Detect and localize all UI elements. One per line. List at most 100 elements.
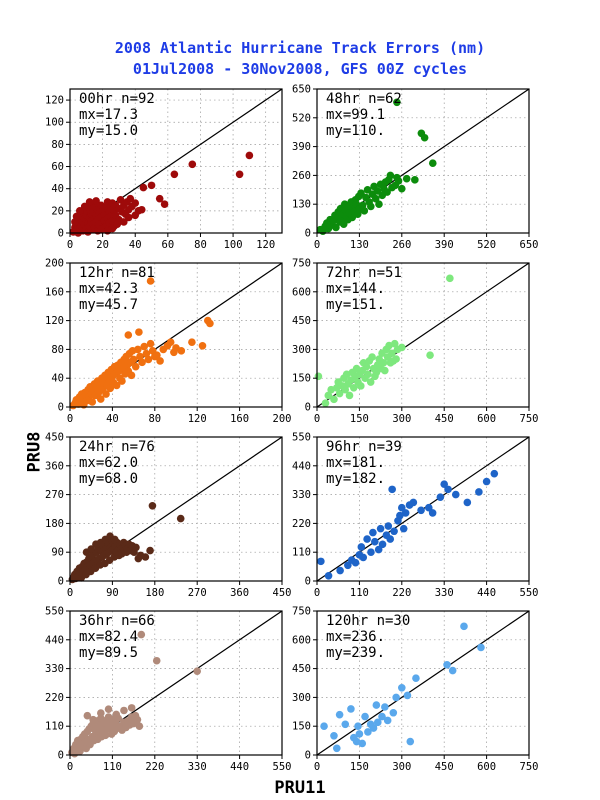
data-point xyxy=(443,660,451,669)
panel-stats-text: 48hr n=62 xyxy=(326,91,402,107)
data-point xyxy=(354,722,362,730)
data-point xyxy=(112,381,121,390)
x-tick-label: 0 xyxy=(67,587,73,599)
data-point xyxy=(120,706,128,715)
x-tick-label: 450 xyxy=(435,413,454,425)
x-tick-label: 330 xyxy=(435,587,454,599)
one-to-one-line xyxy=(316,610,530,756)
data-point xyxy=(177,347,186,355)
y-tick-label: 750 xyxy=(292,606,311,618)
data-point xyxy=(446,274,454,283)
data-point xyxy=(344,561,352,570)
x-tick-label: 40 xyxy=(129,239,142,251)
data-point xyxy=(426,351,434,359)
x-tick-label: 120 xyxy=(188,413,207,425)
data-point xyxy=(144,355,153,364)
y-tick-label: 520 xyxy=(292,112,311,124)
data-point xyxy=(440,480,449,488)
data-point xyxy=(349,384,358,392)
data-point xyxy=(428,159,437,168)
data-point xyxy=(399,524,408,533)
data-point xyxy=(409,498,418,507)
data-point xyxy=(463,498,472,507)
data-point xyxy=(378,540,387,549)
data-point xyxy=(341,720,350,729)
x-tick-label: 200 xyxy=(273,413,292,425)
data-point xyxy=(126,194,135,203)
data-point xyxy=(198,342,207,350)
data-point xyxy=(188,160,197,169)
data-point xyxy=(373,718,382,727)
data-point xyxy=(106,384,115,393)
panel-stats-text: my=68.0 xyxy=(79,471,138,487)
data-point xyxy=(363,186,372,194)
data-point xyxy=(166,338,175,347)
panel-stats-text: 96hr n=39 xyxy=(326,439,402,455)
plot-frame xyxy=(69,436,283,582)
x-tick-label: 650 xyxy=(520,239,539,251)
data-point xyxy=(97,709,105,717)
x-tick-label: 110 xyxy=(350,587,369,599)
data-point xyxy=(355,730,364,738)
y-tick-label: 0 xyxy=(58,228,64,240)
data-point xyxy=(132,543,140,552)
data-point xyxy=(444,485,452,494)
panel-stats-text: my=89.5 xyxy=(79,645,138,661)
panel-stats-text: mx=181. xyxy=(326,455,385,471)
data-point xyxy=(324,571,333,580)
data-point xyxy=(170,170,179,179)
panel-stats-text: my=182. xyxy=(326,471,385,487)
panel-12hr: 0 40 80 120 160 200 0 40 80 120 160 200 12hr n=81mx=… xyxy=(45,258,291,426)
data-point xyxy=(120,218,128,226)
y-tick-label: 150 xyxy=(292,721,311,733)
data-point xyxy=(367,548,375,556)
data-point xyxy=(381,703,389,711)
chart-title: 2008 Atlantic Hurricane Track Errors (nm… xyxy=(114,39,486,57)
y-tick-label: 0 xyxy=(305,576,311,588)
panel-stats-text: my=110. xyxy=(326,123,385,139)
data-point xyxy=(137,630,146,639)
data-point xyxy=(141,553,150,561)
data-point xyxy=(368,353,376,361)
x-tick-label: 0 xyxy=(314,587,320,599)
y-tick-label: 120 xyxy=(45,95,64,107)
y-tick-label: 40 xyxy=(51,373,64,385)
x-tick-label: 110 xyxy=(103,761,122,773)
y-tick-label: 750 xyxy=(292,258,311,270)
y-tick-label: 450 xyxy=(292,315,311,327)
plot-frame xyxy=(69,88,283,234)
data-point xyxy=(155,194,164,203)
data-point xyxy=(131,199,140,207)
data-point xyxy=(403,691,412,700)
data-point xyxy=(411,176,419,184)
data-point xyxy=(97,225,105,234)
data-point xyxy=(160,200,169,208)
data-point xyxy=(127,371,136,380)
data-point xyxy=(357,189,365,197)
y-tick-label: 110 xyxy=(292,547,311,559)
data-point xyxy=(146,277,155,285)
y-tick-label: 80 xyxy=(51,344,64,356)
data-point xyxy=(398,184,406,193)
data-point xyxy=(424,503,433,512)
data-point xyxy=(332,223,340,232)
y-tick-label: 120 xyxy=(45,315,64,327)
panel-stats-text: mx=17.3 xyxy=(79,107,138,123)
data-point xyxy=(392,355,400,363)
y-tick-label: 0 xyxy=(305,228,311,240)
data-point xyxy=(89,715,97,724)
x-tick-label: 300 xyxy=(392,761,411,773)
y-tick-label: 0 xyxy=(58,576,64,588)
data-point xyxy=(361,712,369,721)
data-point xyxy=(110,535,119,544)
panel-stats-text: 36hr n=66 xyxy=(79,613,155,629)
data-point xyxy=(83,711,92,720)
data-point xyxy=(347,705,355,713)
x-tick-label: 390 xyxy=(435,239,454,251)
data-point xyxy=(362,362,371,371)
y-tick-label: 450 xyxy=(45,432,64,444)
data-point xyxy=(389,708,398,717)
panel-stats-text: mx=82.4 xyxy=(79,629,138,645)
y-tick-label: 110 xyxy=(45,721,64,733)
